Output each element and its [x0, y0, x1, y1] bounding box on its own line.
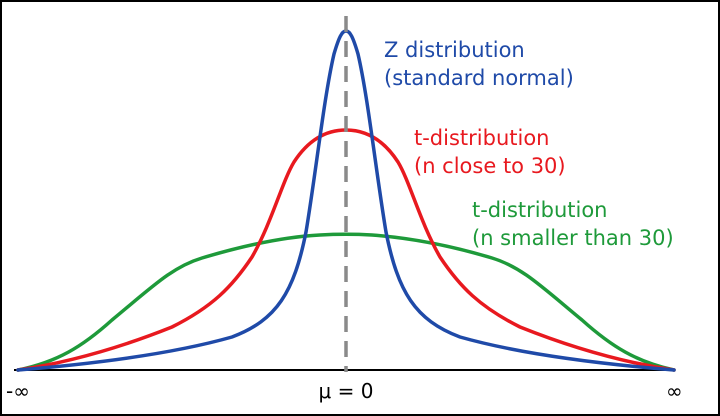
t-distribution-small-n-label: t-distribution (n smaller than 30): [472, 198, 674, 250]
z-label-line1: Z distribution: [384, 38, 525, 62]
z-label-line2: (standard normal): [384, 66, 574, 90]
t30-label-line1: t-distribution: [414, 126, 550, 150]
pos-infinity-label: ∞: [666, 379, 683, 403]
tsm-label-line1: t-distribution: [472, 198, 608, 222]
t-distribution-small-n-curve: [16, 232, 676, 372]
tsm-label-line2: (n smaller than 30): [472, 226, 674, 250]
neg-infinity-label: -∞: [6, 379, 30, 403]
t30-label-line2: (n close to 30): [414, 154, 566, 178]
z-distribution-label: Z distribution (standard normal): [384, 38, 574, 90]
mu-zero-label: μ = 0: [319, 379, 374, 403]
t-distribution-n30-label: t-distribution (n close to 30): [414, 126, 566, 178]
